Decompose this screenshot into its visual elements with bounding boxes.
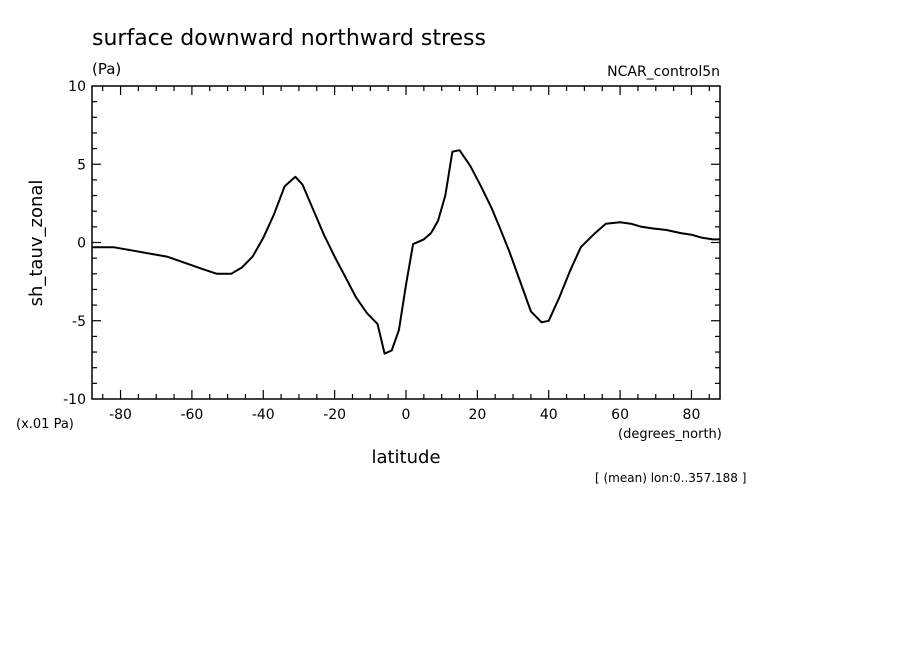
x-tick-label: -60 (180, 407, 203, 423)
x-tick-label: 0 (402, 407, 411, 423)
x-units-label: (degrees_north) (618, 427, 722, 442)
x-tick-label: 80 (683, 407, 701, 423)
x-tick-label: -40 (252, 407, 275, 423)
y-tick-label: 5 (77, 157, 86, 173)
plot-frame (91, 85, 721, 400)
y-axis-label: sh_tauv_zonal (26, 180, 47, 307)
y-tick-label: -5 (72, 314, 86, 330)
x-tick-label: 40 (540, 407, 558, 423)
y-tick-label: 10 (68, 79, 86, 95)
x-axis-ticks (102, 86, 710, 399)
units-label: (Pa) (92, 60, 121, 78)
y-axis-ticks (92, 101, 720, 384)
y-scale-note: (x.01 Pa) (16, 417, 74, 432)
x-tick-label: 60 (611, 407, 629, 423)
dataset-label: NCAR_control5n (607, 64, 720, 80)
chart-title: surface downward northward stress (92, 26, 486, 51)
y-axis-tick-labels: 10 5 0 -5 -10 (63, 79, 86, 408)
x-tick-label: -80 (109, 407, 132, 423)
y-tick-label: 0 (77, 236, 86, 252)
x-axis-tick-labels: -80 -60 -40 -20 0 20 40 60 80 (109, 407, 700, 423)
y-tick-label: -10 (63, 392, 86, 408)
x-axis-label: latitude (371, 447, 440, 468)
x-tick-label: 20 (468, 407, 486, 423)
footnote: [ (mean) lon:0..357.188 ] (595, 471, 746, 485)
series-line (92, 149, 720, 355)
x-tick-label: -20 (323, 407, 346, 423)
